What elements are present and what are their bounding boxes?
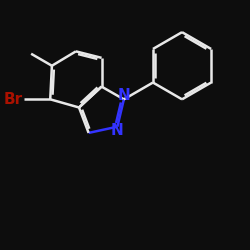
Text: N: N	[118, 88, 130, 102]
Text: Br: Br	[4, 92, 23, 107]
Text: N: N	[111, 124, 124, 138]
